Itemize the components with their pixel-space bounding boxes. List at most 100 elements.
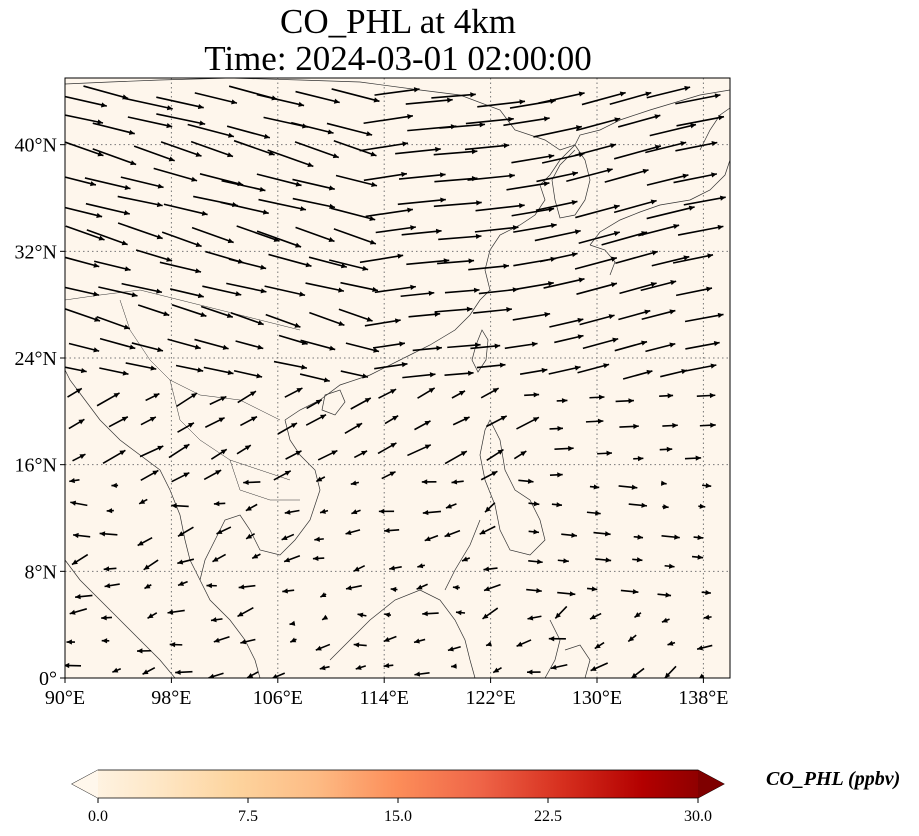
wind-arrow [660,480,667,486]
wind-arrow [289,637,297,643]
wind-arrow [535,200,578,212]
wind-arrow [628,502,648,508]
wind-arrow [447,645,461,652]
colorbar-tick-label: 7.5 [238,808,258,825]
wind-arrow [590,662,609,672]
wind-arrow [65,256,100,268]
wind-arrow [93,260,131,272]
wind-arrow [319,592,327,598]
wind-arrow [640,280,677,292]
wind-arrow [299,373,330,383]
wind-arrow [622,369,653,380]
wind-arrow [439,122,486,129]
wind-arrow [65,176,97,187]
wind-arrow [615,398,634,404]
wind-arrow [519,367,548,376]
wind-arrow [156,96,204,110]
wind-arrow [226,125,271,139]
wind-arrow [111,482,119,489]
wind-arrow [480,470,498,481]
wind-arrow [68,342,100,353]
wind-arrow [72,453,86,462]
wind-arrow [383,635,397,643]
wind-arrow [171,503,189,509]
wind-arrow [177,422,195,433]
wind-arrow [575,204,620,219]
colorbar-label: CO_PHL (ppbv) [766,768,901,790]
wind-arrow [662,422,678,429]
wind-arrow [169,288,204,299]
wind-arrow [99,531,118,537]
wind-arrow [646,85,691,99]
wind-arrow [464,143,510,151]
lon-tick-label: 90°E [45,687,85,709]
wind-arrow [208,672,224,678]
wind-arrow [314,536,324,542]
wind-arrow [476,362,506,369]
wind-arrow [634,612,642,619]
wind-arrow [557,558,569,564]
wind-arrow [482,607,499,620]
wind-arrow [511,206,555,217]
wind-arrow [216,526,232,535]
wind-arrow [422,509,442,516]
wind-arrow [65,114,104,125]
wind-arrow [365,207,414,218]
wind-arrow [445,503,457,509]
wind-arrow [554,334,584,344]
wind-arrow [308,256,348,269]
wind-arrow [593,531,611,537]
wind-arrow [397,197,446,206]
wind-arrow [335,174,378,187]
wind-arrow [548,365,581,375]
wind-arrow [534,229,581,242]
wind-arrow [632,557,643,563]
wind-arrow [556,398,568,404]
wind-arrow [355,664,367,670]
wind-arrow [528,559,543,565]
wind-arrow [470,343,501,350]
wind-arrow [416,583,428,590]
wind-arrow [353,642,367,648]
wind-arrow [104,583,120,589]
wind-arrow [220,201,269,215]
wind-arrow [524,392,540,398]
wind-arrow [461,556,471,562]
wind-arrow [693,534,704,541]
lat-tick-label: 8°N [25,561,57,583]
wind-arrow [585,418,604,424]
wind-arrow [375,225,416,234]
wind-arrow [675,93,721,105]
wind-arrow [101,615,113,621]
wind-arrow [359,253,404,264]
wind-arrow [210,617,223,623]
wind-arrow [515,281,554,291]
wind-arrow [407,444,432,457]
wind-arrow [256,173,302,187]
colorbar-min-extend [72,770,98,798]
wind-arrow [96,392,120,407]
wind-arrow [696,392,716,399]
wind-arrow [479,525,496,535]
wind-arrow [682,363,717,373]
wind-arrow [258,198,307,212]
wind-arrow [613,199,657,214]
wind-arrow [206,583,217,589]
wind-arrow [137,537,153,547]
wind-arrow [240,415,258,427]
wind-arrow [484,502,496,513]
wind-arrow [577,363,610,374]
wind-arrow [378,508,395,514]
wind-arrow [344,422,363,435]
wind-arrow [538,91,585,104]
wind-arrow [684,312,724,323]
wind-arrow [175,669,193,675]
wind-arrow [506,181,550,191]
wind-arrow [233,369,263,379]
wind-arrow [657,592,672,598]
wind-arrow [144,583,152,590]
wind-arrow [646,205,695,220]
wind-arrow [175,364,204,373]
wind-arrow [422,611,439,617]
wind-arrow [447,342,481,349]
